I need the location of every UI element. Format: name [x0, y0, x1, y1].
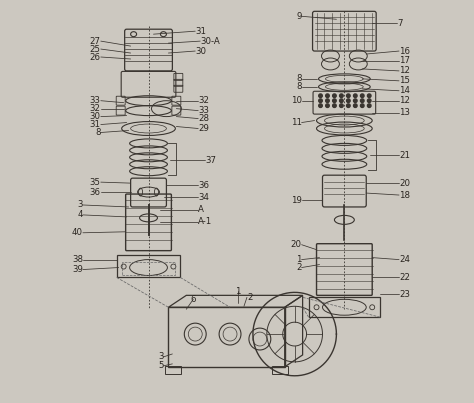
Text: 18: 18	[399, 191, 410, 199]
Text: 21: 21	[399, 151, 410, 160]
Bar	[168, 307, 285, 367]
Circle shape	[319, 94, 322, 98]
Circle shape	[326, 94, 329, 98]
Text: 3: 3	[77, 200, 83, 210]
Text: 7: 7	[397, 19, 402, 28]
Text: 16: 16	[399, 46, 410, 56]
Text: 5: 5	[158, 361, 164, 370]
Text: 17: 17	[399, 56, 410, 65]
Text: 25: 25	[90, 45, 101, 54]
Text: 39: 39	[72, 265, 83, 274]
Text: 30: 30	[90, 112, 101, 121]
Text: 20: 20	[291, 240, 301, 249]
Text: 2: 2	[296, 263, 301, 272]
Circle shape	[319, 104, 322, 108]
Circle shape	[346, 104, 350, 108]
Text: 33: 33	[90, 96, 101, 105]
Circle shape	[326, 104, 329, 108]
Circle shape	[339, 104, 343, 108]
Text: 1: 1	[235, 287, 241, 296]
Text: 3: 3	[158, 352, 164, 361]
Text: 13: 13	[399, 108, 410, 117]
Text: 8: 8	[296, 74, 301, 83]
Text: 14: 14	[399, 86, 410, 95]
Circle shape	[354, 99, 357, 102]
Text: 8: 8	[296, 82, 301, 91]
Circle shape	[319, 99, 322, 102]
Bar	[309, 297, 380, 317]
Bar	[165, 366, 182, 374]
Circle shape	[354, 94, 357, 98]
Text: 24: 24	[399, 255, 410, 264]
Text: 36: 36	[90, 187, 101, 197]
Text: 29: 29	[198, 124, 209, 133]
Text: 26: 26	[90, 52, 101, 62]
Circle shape	[333, 99, 336, 102]
Circle shape	[354, 104, 357, 108]
Bar	[122, 262, 175, 276]
Text: 32: 32	[90, 104, 101, 113]
Text: 10: 10	[291, 96, 301, 105]
Text: 9: 9	[296, 12, 301, 21]
Text: 34: 34	[198, 193, 209, 202]
Text: A-1: A-1	[198, 217, 212, 226]
Text: 38: 38	[72, 255, 83, 264]
Text: 23: 23	[399, 290, 410, 299]
Text: 27: 27	[90, 37, 101, 46]
Circle shape	[367, 99, 371, 102]
Text: A: A	[198, 206, 204, 214]
Text: 37: 37	[205, 156, 216, 165]
Text: 22: 22	[399, 273, 410, 282]
Circle shape	[326, 99, 329, 102]
Text: 20: 20	[399, 179, 410, 188]
Text: 4: 4	[77, 210, 83, 219]
Text: 33: 33	[198, 106, 209, 115]
Circle shape	[360, 104, 364, 108]
Text: 36: 36	[198, 181, 209, 190]
Circle shape	[360, 99, 364, 102]
Circle shape	[333, 104, 336, 108]
Circle shape	[367, 104, 371, 108]
Text: 12: 12	[399, 96, 410, 105]
Bar	[272, 366, 288, 374]
Circle shape	[333, 94, 336, 98]
Circle shape	[360, 94, 364, 98]
Text: 31: 31	[90, 120, 101, 129]
Text: 32: 32	[198, 96, 209, 105]
Text: 30: 30	[195, 46, 206, 56]
Text: 11: 11	[291, 118, 301, 127]
Text: 28: 28	[198, 114, 209, 123]
Text: 30-A: 30-A	[200, 37, 220, 46]
Text: 31: 31	[195, 27, 206, 36]
Circle shape	[339, 99, 343, 102]
Text: 1: 1	[296, 255, 301, 264]
Text: 15: 15	[399, 76, 410, 85]
Text: 35: 35	[90, 178, 101, 187]
Circle shape	[346, 94, 350, 98]
Bar	[117, 255, 180, 278]
Text: 19: 19	[291, 195, 301, 204]
Text: 40: 40	[72, 228, 83, 237]
Text: 6: 6	[191, 295, 196, 304]
Text: 12: 12	[399, 66, 410, 75]
Text: 8: 8	[95, 128, 101, 137]
Circle shape	[346, 99, 350, 102]
Text: 2: 2	[247, 293, 253, 302]
Circle shape	[339, 94, 343, 98]
Circle shape	[367, 94, 371, 98]
